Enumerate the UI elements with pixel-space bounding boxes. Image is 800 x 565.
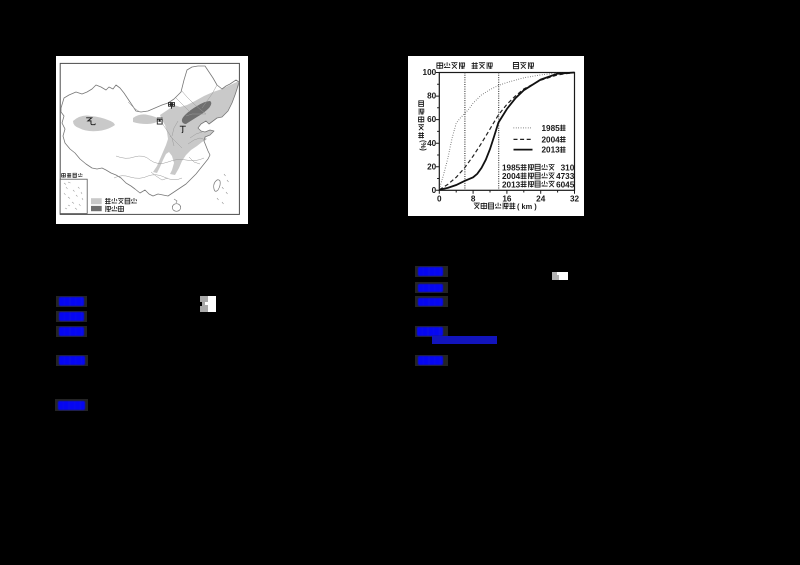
- svg-text:6045: 6045: [556, 180, 575, 189]
- svg-text:1985: 1985: [502, 164, 521, 173]
- svg-text:32: 32: [570, 194, 580, 203]
- svg-text:1985: 1985: [542, 124, 561, 133]
- svg-text:2004: 2004: [542, 135, 561, 144]
- svg-text:310: 310: [561, 164, 575, 173]
- svg-text:40: 40: [427, 139, 437, 148]
- svg-text:( km ): ( km ): [517, 202, 537, 211]
- svg-text:0: 0: [432, 186, 437, 195]
- svg-text:8: 8: [471, 194, 476, 203]
- svg-text:(%): (%): [419, 140, 426, 151]
- svg-text:2013: 2013: [502, 180, 521, 189]
- svg-text:80: 80: [427, 92, 437, 101]
- svg-text:4733: 4733: [556, 172, 575, 181]
- svg-text:16: 16: [502, 194, 512, 203]
- svg-text:60: 60: [427, 115, 437, 124]
- svg-text:24: 24: [536, 194, 546, 203]
- svg-text:20: 20: [427, 162, 437, 171]
- svg-text:0: 0: [437, 194, 442, 203]
- svg-text:100: 100: [423, 68, 437, 77]
- svg-text:2004: 2004: [502, 172, 521, 181]
- svg-text:2013: 2013: [542, 146, 561, 155]
